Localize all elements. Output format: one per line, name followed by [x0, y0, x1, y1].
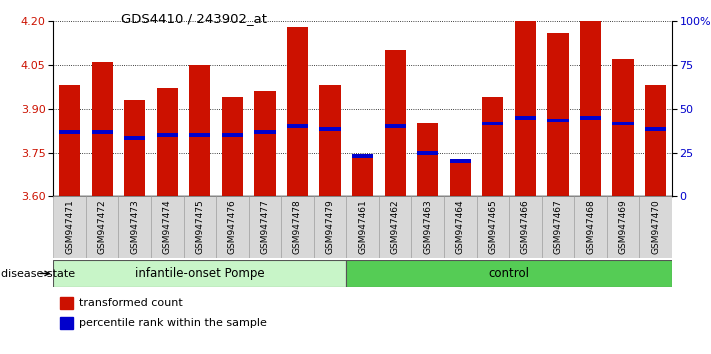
Bar: [352, 154, 373, 158]
Bar: [255, 91, 276, 196]
Bar: [515, 116, 536, 120]
Bar: [53, 196, 86, 258]
Text: GSM947477: GSM947477: [260, 199, 269, 254]
Bar: [314, 196, 346, 258]
Bar: [580, 21, 601, 196]
Bar: [249, 196, 282, 258]
Bar: [547, 119, 569, 122]
Bar: [119, 196, 151, 258]
Bar: [189, 65, 210, 196]
Text: GSM947470: GSM947470: [651, 199, 660, 254]
Text: GSM947468: GSM947468: [586, 199, 595, 254]
Text: GSM947479: GSM947479: [326, 199, 335, 254]
Bar: [222, 97, 243, 196]
Bar: [92, 62, 113, 196]
Bar: [542, 196, 574, 258]
Bar: [53, 260, 346, 287]
Bar: [156, 133, 178, 137]
Bar: [482, 121, 503, 125]
Bar: [124, 136, 145, 140]
Text: GSM947465: GSM947465: [488, 199, 497, 254]
Bar: [476, 196, 509, 258]
Text: GSM947464: GSM947464: [456, 199, 465, 253]
Bar: [580, 116, 601, 120]
Bar: [86, 196, 119, 258]
Bar: [346, 196, 379, 258]
Bar: [60, 317, 73, 329]
Bar: [412, 196, 444, 258]
Text: infantile-onset Pompe: infantile-onset Pompe: [135, 267, 264, 280]
Bar: [612, 59, 634, 196]
Bar: [287, 125, 308, 128]
Bar: [385, 125, 406, 128]
Bar: [282, 196, 314, 258]
Bar: [92, 130, 113, 134]
Bar: [379, 196, 412, 258]
Bar: [645, 86, 666, 196]
Bar: [515, 21, 536, 196]
Bar: [612, 121, 634, 125]
Text: GSM947473: GSM947473: [130, 199, 139, 254]
Bar: [60, 297, 73, 309]
Bar: [645, 127, 666, 131]
Bar: [59, 86, 80, 196]
Text: GSM947471: GSM947471: [65, 199, 74, 254]
Bar: [449, 160, 471, 163]
Bar: [189, 133, 210, 137]
Text: GSM947469: GSM947469: [619, 199, 628, 254]
Text: percentile rank within the sample: percentile rank within the sample: [80, 318, 267, 329]
Bar: [417, 151, 438, 155]
Bar: [59, 130, 80, 134]
Bar: [124, 100, 145, 196]
Text: disease state: disease state: [1, 269, 75, 279]
Text: GDS4410 / 243902_at: GDS4410 / 243902_at: [121, 12, 267, 25]
Bar: [482, 97, 503, 196]
Bar: [639, 196, 672, 258]
Bar: [547, 33, 569, 196]
Bar: [222, 133, 243, 137]
Bar: [216, 196, 249, 258]
Bar: [151, 196, 183, 258]
Bar: [449, 159, 471, 196]
Bar: [509, 196, 542, 258]
Bar: [255, 130, 276, 134]
Text: GSM947466: GSM947466: [521, 199, 530, 254]
Bar: [606, 196, 639, 258]
Bar: [287, 27, 308, 196]
Text: GSM947467: GSM947467: [553, 199, 562, 254]
Bar: [319, 86, 341, 196]
Text: GSM947476: GSM947476: [228, 199, 237, 254]
Text: GSM947474: GSM947474: [163, 199, 172, 253]
Text: control: control: [488, 267, 530, 280]
Text: GSM947475: GSM947475: [196, 199, 204, 254]
Text: GSM947472: GSM947472: [97, 199, 107, 253]
Bar: [385, 51, 406, 196]
Text: GSM947462: GSM947462: [390, 199, 400, 253]
Bar: [346, 260, 672, 287]
Bar: [319, 127, 341, 131]
Bar: [417, 124, 438, 196]
Bar: [183, 196, 216, 258]
Bar: [352, 156, 373, 196]
Text: GSM947463: GSM947463: [423, 199, 432, 254]
Text: GSM947461: GSM947461: [358, 199, 367, 254]
Text: GSM947478: GSM947478: [293, 199, 302, 254]
Bar: [574, 196, 606, 258]
Bar: [444, 196, 476, 258]
Bar: [156, 88, 178, 196]
Text: transformed count: transformed count: [80, 298, 183, 308]
